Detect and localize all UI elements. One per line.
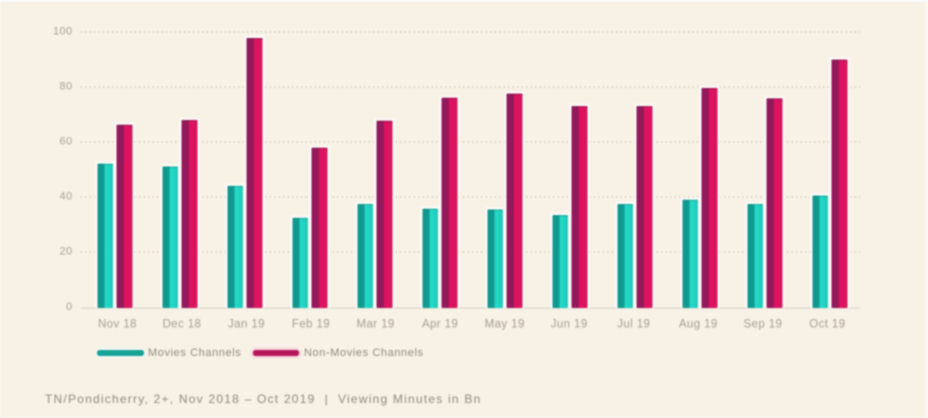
svg-text:May 19: May 19 (485, 318, 525, 330)
svg-text:Feb 19: Feb 19 (292, 318, 330, 330)
svg-text:Apr 19: Apr 19 (422, 318, 458, 330)
svg-text:Sep 19: Sep 19 (743, 318, 782, 330)
svg-text:Jul 19: Jul 19 (617, 318, 650, 330)
svg-text:Jan 19: Jan 19 (228, 318, 265, 330)
svg-text:40: 40 (59, 191, 72, 203)
svg-text:Dec 18: Dec 18 (162, 318, 201, 330)
svg-text:Jun 19: Jun 19 (551, 318, 588, 330)
svg-text:Aug 19: Aug 19 (679, 318, 718, 330)
svg-text:Mar 19: Mar 19 (356, 318, 394, 330)
svg-text:Oct 19: Oct 19 (809, 318, 845, 330)
svg-text:0: 0 (66, 301, 73, 313)
svg-text:100: 100 (53, 26, 73, 38)
svg-text:Nov 18: Nov 18 (98, 318, 137, 330)
svg-text:20: 20 (59, 246, 72, 258)
svg-text:80: 80 (59, 81, 72, 93)
svg-text:60: 60 (59, 136, 72, 148)
